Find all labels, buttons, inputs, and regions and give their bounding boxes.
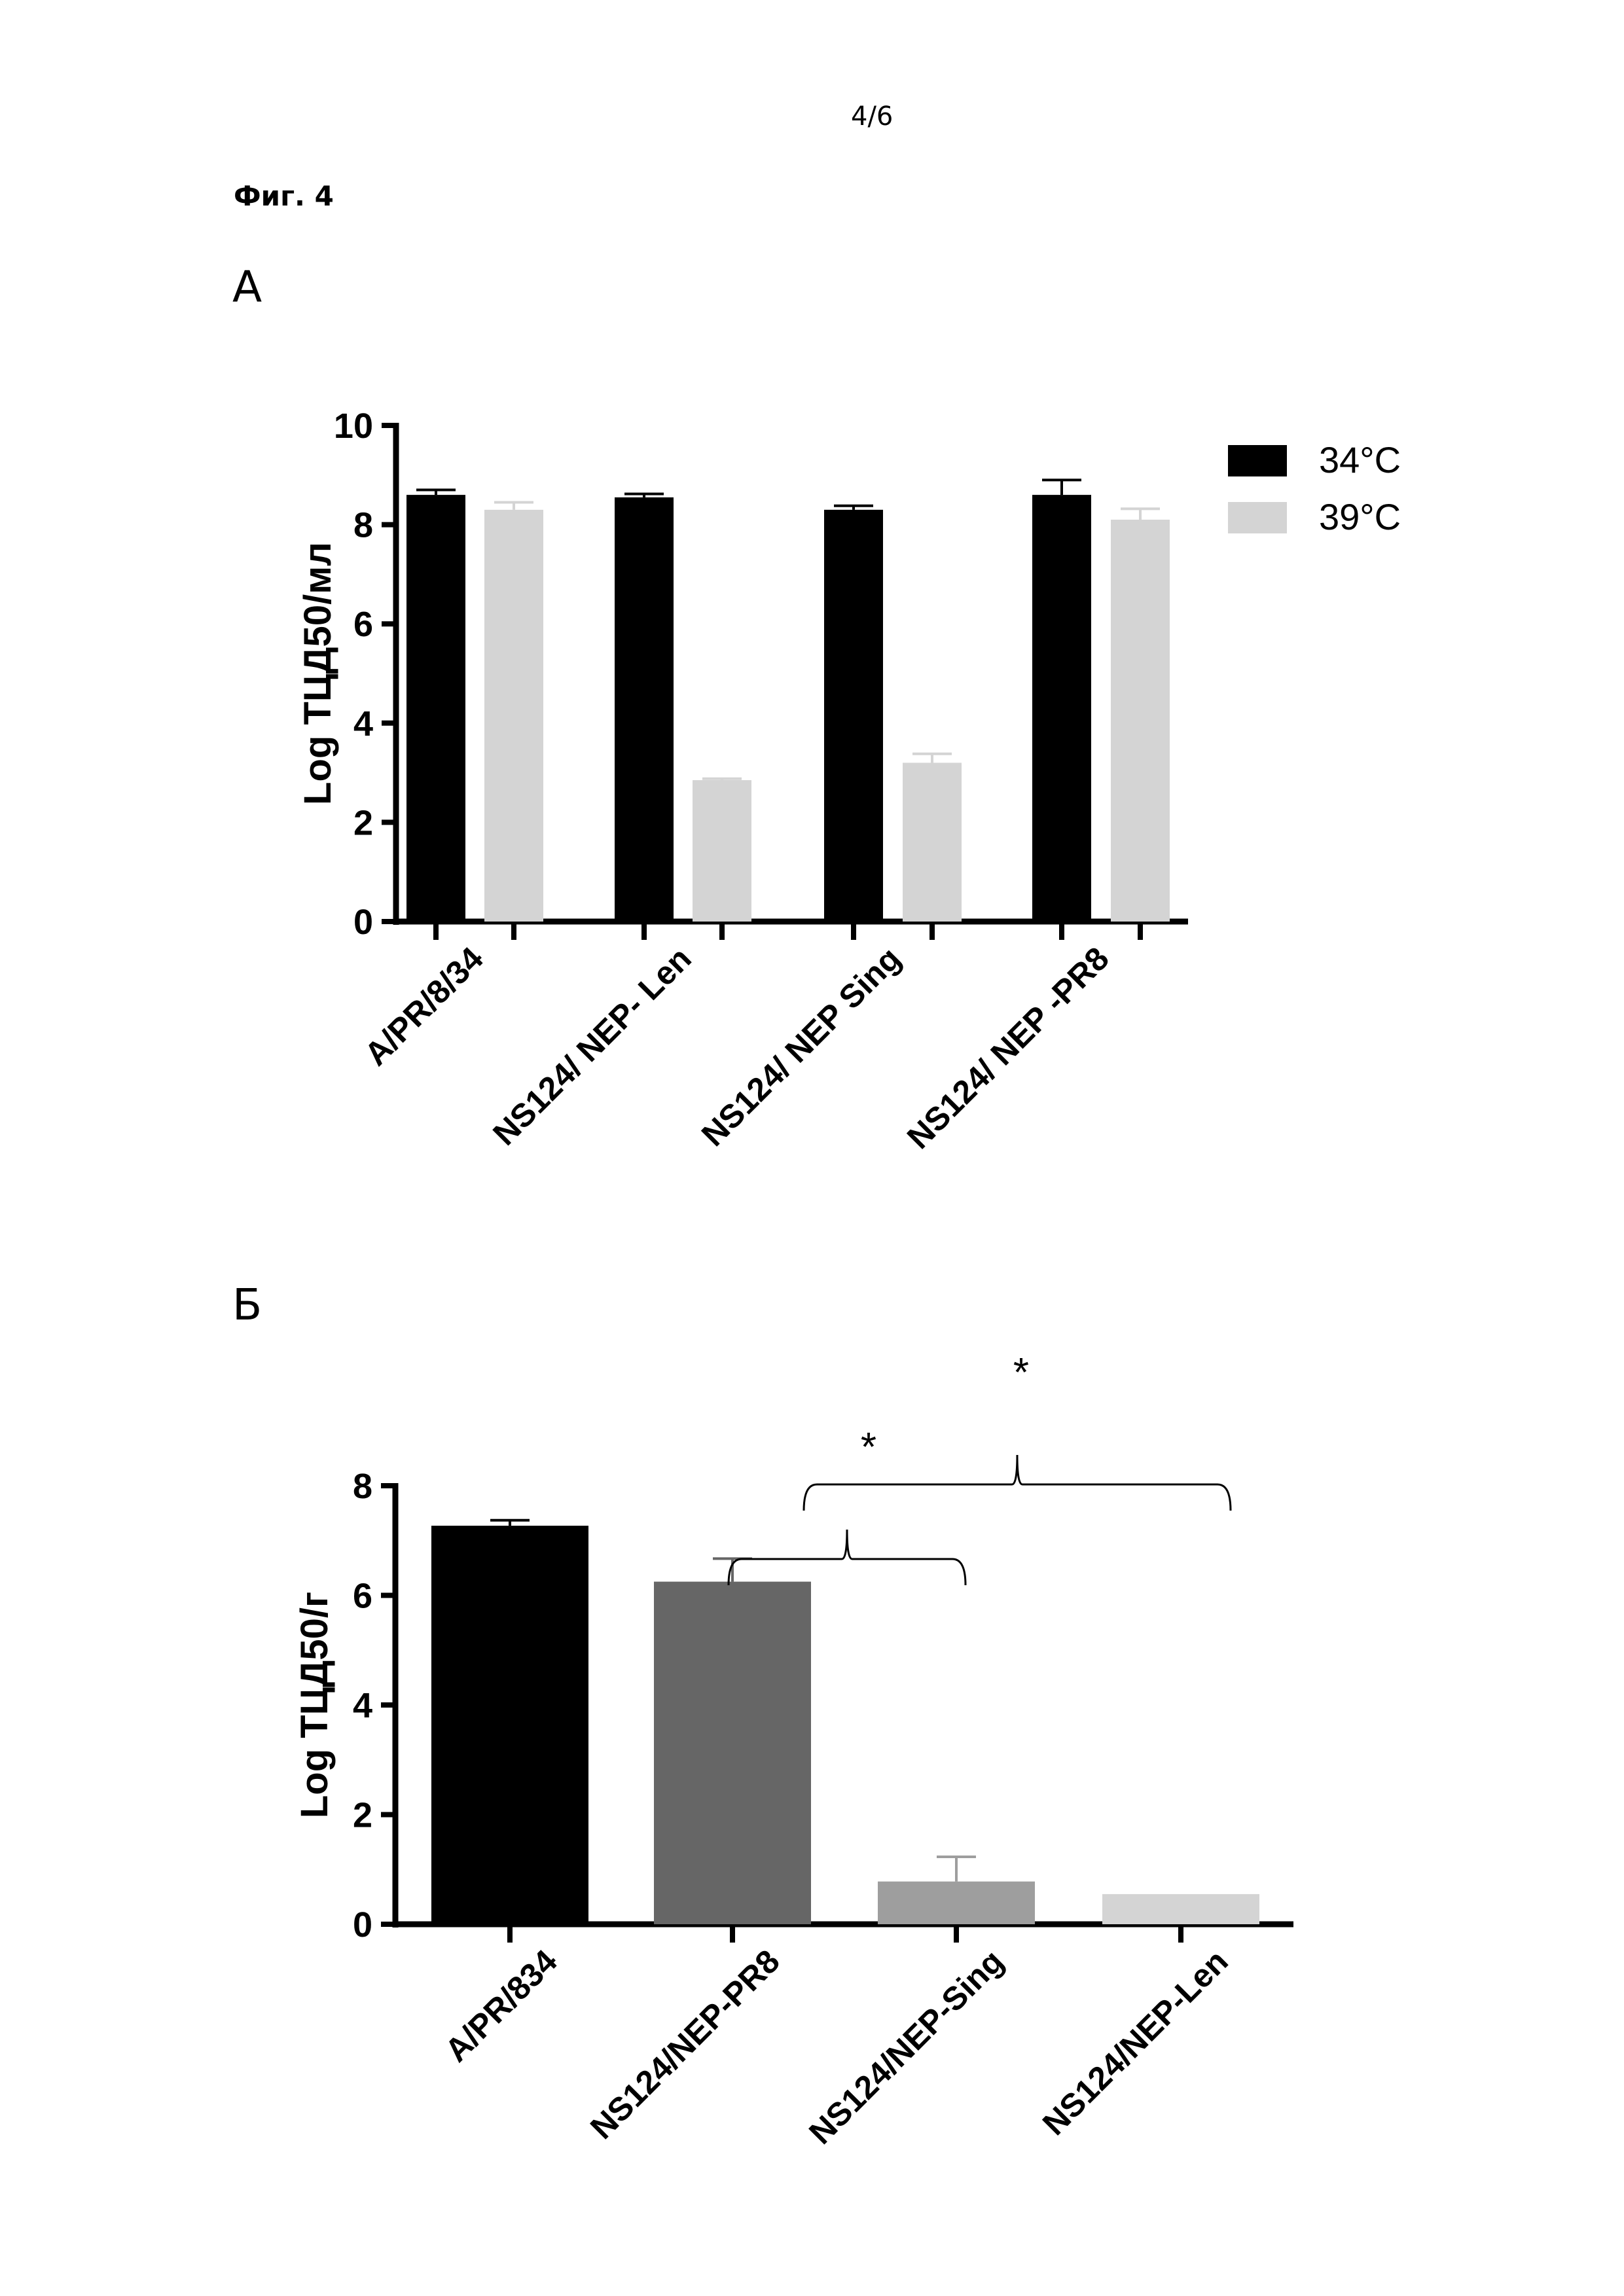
- chart-b-significance-brace: [727, 1529, 967, 1586]
- panel-a-label: А: [232, 262, 262, 312]
- chart-b-bar: [654, 1581, 811, 1924]
- chart-b-y-axis-label: Log ТЦД50/г: [293, 1592, 336, 1818]
- chart-b-y-tick-label: 2: [353, 1796, 372, 1835]
- chart-b-y-tick-label: 4: [353, 1686, 372, 1725]
- chart-b-x-tick-label: A/PR/834: [438, 1943, 564, 2069]
- chart-b-significance-brace: [803, 1454, 1232, 1511]
- chart-a-bar-34c: [406, 495, 465, 922]
- chart-a-legend-label: 34°C: [1319, 439, 1401, 480]
- chart-a-bar-34c: [1032, 495, 1091, 922]
- chart-a-legend-label: 39°C: [1319, 496, 1401, 537]
- chart-a-y-tick-label: 4: [353, 704, 373, 744]
- chart-a-bar-34c: [824, 509, 883, 922]
- chart-a-x-tick-label: NS124/ NEP Sing: [695, 940, 908, 1153]
- chart-b-y-tick-label: 8: [353, 1467, 372, 1506]
- chart-b-bar: [431, 1526, 588, 1924]
- chart-a-y-tick-label: 0: [353, 903, 373, 942]
- chart-b-x-tick-label: NS124/NEP-Len: [1036, 1943, 1235, 2142]
- chart-a-x-tick-label: A/PR/8/34: [357, 940, 490, 1073]
- chart-a-x-tick-label: NS124/ NEP -PR8: [900, 940, 1116, 1156]
- chart-b-y-tick-label: 6: [353, 1577, 372, 1616]
- chart-a-bar-39c: [693, 780, 751, 922]
- chart-b-bar: [1102, 1893, 1259, 1924]
- chart-a-y-tick-label: 8: [353, 506, 373, 545]
- chart-a-y-tick-label: 10: [334, 406, 373, 446]
- chart-b-x-tick-label: NS124/NEP-PR8: [583, 1943, 787, 2146]
- chart-a-bar-39c: [903, 762, 962, 922]
- chart-a-legend-swatch: [1228, 445, 1287, 476]
- chart-a-y-tick-label: 2: [353, 803, 373, 842]
- chart-b-significance-star: *: [861, 1425, 876, 1470]
- page-number: 4/6: [851, 101, 893, 132]
- chart-b-y-tick-label: 0: [353, 1905, 372, 1945]
- chart-a-y-tick-label: 6: [353, 605, 373, 644]
- chart-a-bar-34c: [615, 497, 674, 922]
- figure-label: Фиг. 4: [234, 180, 334, 212]
- chart-a-legend-swatch: [1228, 502, 1287, 533]
- chart-a-x-tick-label: NS124/ NEP- Len: [486, 940, 698, 1152]
- chart-a-bar-39c: [1111, 520, 1170, 922]
- chart-b-bar: [878, 1881, 1035, 1924]
- chart-b-significance-star: *: [1013, 1350, 1029, 1395]
- chart-a-y-axis-label: Log ТЦД50/мл: [297, 542, 339, 805]
- chart-b-x-tick-label: NS124/NEP-Sing: [802, 1943, 1011, 2151]
- panel-b-label: Б: [232, 1280, 262, 1330]
- chart-a-bar-39c: [484, 509, 543, 922]
